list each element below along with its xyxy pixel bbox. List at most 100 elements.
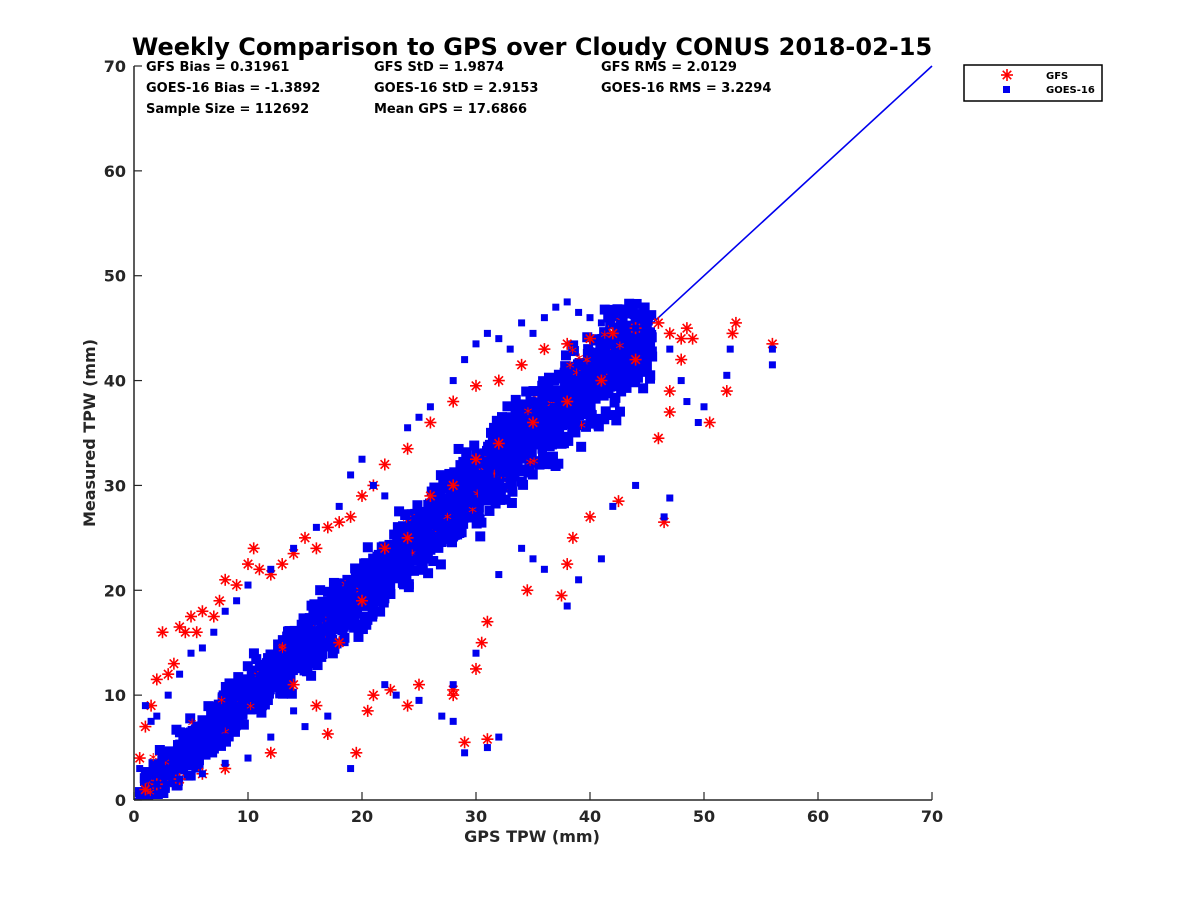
goes16-point: [597, 387, 605, 395]
goes16-point: [244, 581, 252, 589]
gfs-point: [361, 704, 374, 717]
goes16-point: [301, 723, 309, 731]
cloud-point-goes: [506, 428, 517, 439]
cloud-point-gfs: *: [278, 642, 287, 663]
gfs-point-stroke: [134, 753, 145, 763]
cloud-point-goes: [369, 562, 380, 573]
stat-goes-bias: GOES-16 Bias = -1.3892: [146, 81, 320, 96]
cloud-point-goes: [368, 557, 379, 568]
stat-gfs-std: GFS StD = 1.9874: [374, 60, 504, 75]
cloud-point-goes: [469, 440, 480, 451]
gfs-point-stroke: [197, 606, 208, 617]
cloud-point-goes: [505, 421, 516, 432]
cloud-point-goes: [448, 487, 459, 498]
gfs-point: [515, 358, 528, 371]
cloud-point-goes: [539, 408, 550, 419]
gfs-point: [492, 437, 505, 450]
cloud-point-goes: [534, 430, 545, 441]
gfs-point-stroke: [704, 417, 715, 428]
cloud-point-goes: [220, 727, 231, 738]
goes16-point: [221, 607, 229, 615]
cloud-point-goes: [456, 519, 467, 530]
cloud-point-goes: [375, 606, 386, 617]
cloud-point-goes: [207, 747, 218, 758]
cloud-point-goes: [285, 638, 296, 649]
cloud-point-goes: [286, 688, 297, 699]
gfs-point: [310, 542, 323, 555]
cloud-point-goes: [598, 390, 609, 401]
cloud-point-goes: [610, 342, 621, 353]
gfs-point-stroke: [568, 533, 578, 543]
x-tick-label: 50: [693, 807, 715, 826]
x-tick-label: 70: [921, 807, 943, 826]
cloud-point-goes: [450, 520, 461, 531]
gfs-point-stroke: [174, 622, 185, 632]
goes16-point: [575, 308, 583, 316]
cloud-point-goes: [643, 349, 654, 360]
cloud-point-gfs: *: [146, 785, 155, 806]
gfs-point: [663, 385, 676, 398]
goes16-point: [461, 356, 469, 364]
cloud-point-goes: [451, 511, 462, 522]
gfs-point-stroke: [630, 354, 641, 365]
cloud-point-goes: [306, 600, 317, 611]
cloud-point-goes: [571, 369, 582, 380]
cloud-point-goes: [198, 715, 209, 726]
gfs-point: [310, 699, 323, 712]
cloud-point-goes: [355, 575, 366, 586]
cloud-point-goes: [172, 780, 183, 791]
cloud-point-goes: [453, 443, 464, 454]
gfs-point-stroke: [653, 318, 664, 328]
cloud-point-goes: [431, 484, 442, 495]
cloud-point-gfs: *: [490, 467, 499, 488]
gfs-point: [527, 416, 539, 429]
gfs-point-stroke: [482, 616, 493, 627]
goes16-point: [381, 681, 389, 689]
goes16-point: [210, 744, 218, 752]
cloud-point-goes: [603, 312, 614, 323]
cloud-point-goes: [421, 551, 432, 562]
cloud-point-goes: [495, 466, 506, 477]
gfs-point-stroke: [402, 700, 413, 711]
cloud-point-goes: [522, 407, 533, 418]
cloud-point-goes: [362, 588, 373, 599]
cloud-point-goes: [308, 655, 319, 666]
cloud-point-goes: [646, 310, 657, 321]
gfs-point: [190, 626, 203, 639]
cloud-point-goes: [492, 443, 503, 454]
gfs-point: [264, 746, 277, 759]
gfs-point-stroke: [191, 627, 202, 638]
y-tick-label: 0: [115, 791, 126, 810]
cloud-point-goes: [576, 441, 587, 452]
gfs-point-stroke: [482, 734, 493, 744]
cloud-point-goes: [340, 609, 351, 620]
cloud-point-goes: [409, 532, 420, 543]
gfs-point: [606, 327, 619, 340]
cloud-point-goes: [628, 363, 639, 374]
y-tick-label: 10: [104, 686, 126, 705]
cloud-point-goes: [605, 410, 616, 421]
cloud-point-goes: [315, 585, 326, 596]
cloud-point-goes: [585, 408, 596, 419]
cloud-point-goes: [238, 682, 249, 693]
gfs-point: [470, 379, 482, 392]
goes16-point: [221, 759, 229, 767]
goes16-point: [666, 345, 674, 353]
cloud-point-goes: [302, 666, 313, 677]
gfs-point-stroke: [664, 386, 675, 396]
cloud-point-goes: [419, 515, 430, 526]
gfs-point-stroke: [471, 664, 481, 674]
cloud-point-goes: [400, 510, 411, 521]
cloud-point-goes: [378, 595, 389, 606]
gfs-point-stroke: [379, 459, 390, 470]
gfs-point: [401, 699, 414, 712]
goes16-point: [449, 681, 457, 689]
goes16-point: [563, 602, 571, 610]
goes16-point: [495, 335, 503, 343]
gfs-point-stroke: [385, 685, 396, 695]
cloud-point-goes: [394, 561, 405, 572]
gfs-point-stroke: [448, 690, 459, 700]
cloud-point-goes: [315, 612, 326, 623]
cloud-point-goes: [632, 372, 643, 383]
goes16-point: [449, 717, 457, 725]
